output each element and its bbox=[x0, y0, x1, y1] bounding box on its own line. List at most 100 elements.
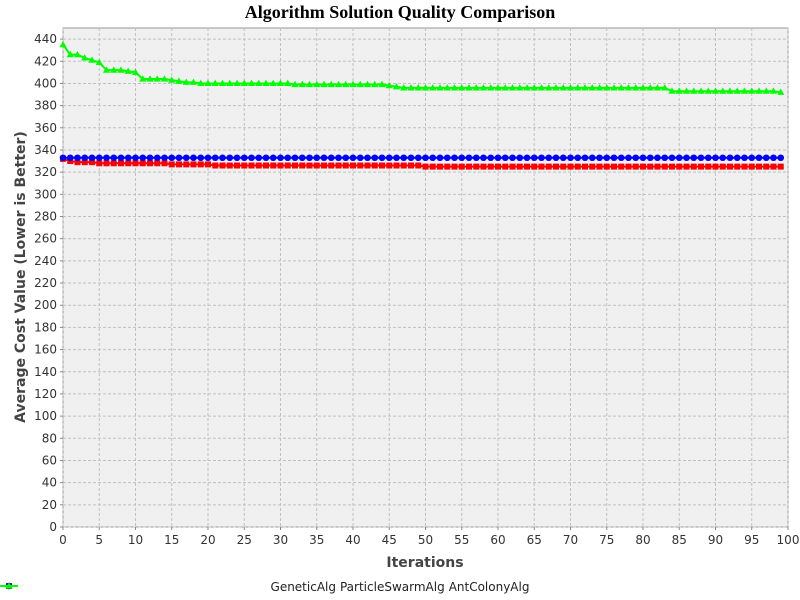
data-point-geneticalg bbox=[509, 163, 516, 170]
data-point-geneticalg bbox=[270, 162, 277, 169]
data-point-particleswarmalg bbox=[465, 154, 473, 162]
data-point-geneticalg bbox=[444, 163, 451, 170]
data-point-antcolonyalg bbox=[378, 80, 386, 88]
data-point-particleswarmalg bbox=[95, 154, 103, 162]
data-point-antcolonyalg bbox=[472, 84, 480, 91]
data-point-geneticalg bbox=[234, 162, 240, 169]
data-point-particleswarmalg bbox=[704, 154, 712, 162]
data-point-geneticalg bbox=[654, 163, 661, 170]
data-point-particleswarmalg bbox=[306, 154, 313, 162]
series-geneticalg bbox=[60, 155, 784, 170]
data-point-geneticalg bbox=[96, 160, 103, 167]
data-point-antcolonyalg bbox=[675, 87, 683, 94]
data-point-antcolonyalg bbox=[487, 84, 495, 91]
data-point-antcolonyalg bbox=[443, 84, 451, 91]
grid-lines bbox=[62, 28, 789, 528]
data-point-geneticalg bbox=[263, 162, 269, 169]
data-point-particleswarmalg bbox=[393, 154, 400, 162]
data-point-geneticalg bbox=[415, 162, 422, 169]
data-point-antcolonyalg bbox=[95, 58, 103, 65]
data-point-geneticalg bbox=[756, 163, 762, 170]
legend-swatch-antcolonyalg bbox=[0, 582, 18, 589]
data-point-geneticalg bbox=[574, 163, 581, 170]
data-point-geneticalg bbox=[437, 163, 443, 170]
data-point-antcolonyalg bbox=[291, 80, 299, 88]
data-point-antcolonyalg bbox=[197, 79, 205, 87]
data-point-particleswarmalg bbox=[472, 154, 480, 162]
data-point-particleswarmalg bbox=[574, 154, 582, 162]
x-tick-label: 30 bbox=[273, 533, 288, 547]
data-point-particleswarmalg bbox=[443, 154, 451, 162]
data-point-geneticalg bbox=[727, 163, 733, 170]
data-point-antcolonyalg bbox=[516, 84, 524, 91]
data-point-antcolonyalg bbox=[414, 84, 422, 91]
data-point-antcolonyalg bbox=[81, 54, 89, 61]
data-point-particleswarmalg bbox=[371, 154, 379, 162]
data-point-geneticalg bbox=[125, 160, 132, 167]
data-point-antcolonyalg bbox=[603, 84, 611, 91]
data-point-antcolonyalg bbox=[146, 75, 154, 82]
data-point-antcolonyalg bbox=[458, 84, 466, 91]
data-point-antcolonyalg bbox=[719, 87, 727, 94]
data-point-particleswarmalg bbox=[320, 154, 328, 162]
data-point-antcolonyalg bbox=[371, 80, 379, 88]
data-point-geneticalg bbox=[480, 163, 487, 170]
data-point-antcolonyalg bbox=[102, 66, 111, 73]
data-point-particleswarmalg bbox=[233, 154, 241, 162]
data-point-antcolonyalg bbox=[124, 67, 132, 74]
data-point-antcolonyalg bbox=[465, 84, 473, 91]
data-point-particleswarmalg bbox=[559, 154, 567, 162]
data-point-geneticalg bbox=[67, 158, 74, 165]
data-point-geneticalg bbox=[168, 161, 175, 168]
data-point-geneticalg bbox=[139, 160, 146, 167]
data-point-antcolonyalg bbox=[566, 84, 575, 91]
data-point-antcolonyalg bbox=[574, 84, 582, 91]
data-point-particleswarmalg bbox=[741, 154, 748, 162]
data-point-particleswarmalg bbox=[124, 154, 132, 162]
data-point-particleswarmalg bbox=[451, 154, 458, 162]
data-point-geneticalg bbox=[719, 163, 726, 170]
data-point-antcolonyalg bbox=[153, 75, 161, 82]
data-point-geneticalg bbox=[567, 163, 574, 170]
data-point-particleswarmalg bbox=[240, 154, 248, 162]
data-point-geneticalg bbox=[611, 163, 617, 170]
data-point-particleswarmalg bbox=[581, 154, 589, 162]
data-point-geneticalg bbox=[357, 162, 364, 169]
data-point-antcolonyalg bbox=[559, 84, 567, 91]
data-point-antcolonyalg bbox=[139, 75, 147, 82]
data-point-particleswarmalg bbox=[414, 154, 422, 162]
data-point-geneticalg bbox=[219, 162, 226, 169]
x-tick-label: 80 bbox=[635, 533, 650, 547]
x-tick-label: 75 bbox=[599, 533, 614, 547]
y-tick-label: 0 bbox=[49, 520, 57, 534]
data-point-geneticalg bbox=[190, 161, 197, 168]
data-point-antcolonyalg bbox=[407, 84, 415, 91]
legend-item-particleswarmalg: ParticleSwarmAlg bbox=[0, 580, 445, 594]
y-tick-label: 240 bbox=[34, 254, 57, 268]
data-point-particleswarmalg bbox=[712, 154, 719, 162]
data-point-antcolonyalg bbox=[349, 80, 357, 88]
legend-label: AntColonyAlg bbox=[448, 580, 530, 594]
x-tick-label: 15 bbox=[164, 533, 179, 547]
data-point-geneticalg bbox=[328, 162, 335, 169]
data-point-particleswarmalg bbox=[226, 154, 234, 162]
data-point-antcolonyalg bbox=[182, 78, 190, 85]
data-point-particleswarmalg bbox=[407, 154, 415, 162]
data-point-geneticalg bbox=[255, 162, 262, 169]
data-point-particleswarmalg bbox=[697, 154, 705, 162]
data-point-particleswarmalg bbox=[777, 154, 785, 162]
data-point-particleswarmalg bbox=[219, 154, 226, 162]
x-tick-label: 65 bbox=[527, 533, 542, 547]
data-point-particleswarmalg bbox=[291, 154, 299, 162]
data-point-geneticalg bbox=[429, 163, 436, 170]
data-point-geneticalg bbox=[524, 163, 530, 170]
data-point-geneticalg bbox=[473, 163, 480, 170]
data-point-geneticalg bbox=[241, 162, 248, 169]
y-tick-label: 440 bbox=[34, 32, 57, 46]
data-point-antcolonyalg bbox=[545, 84, 553, 91]
data-point-particleswarmalg bbox=[400, 154, 408, 162]
data-point-geneticalg bbox=[400, 162, 407, 169]
legend-item-geneticalg: GeneticAlg bbox=[0, 580, 336, 594]
data-point-particleswarmalg bbox=[182, 154, 190, 162]
data-point-geneticalg bbox=[669, 163, 675, 170]
